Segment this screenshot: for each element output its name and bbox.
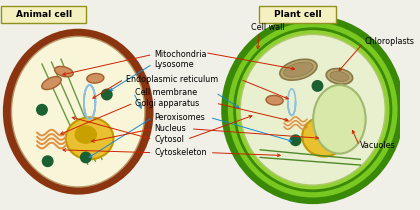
Text: Cell membrane: Cell membrane <box>135 88 197 97</box>
Circle shape <box>312 81 323 91</box>
Ellipse shape <box>87 74 104 83</box>
Text: Cytoskeleton: Cytoskeleton <box>155 148 207 157</box>
Text: Lysosome: Lysosome <box>155 59 194 68</box>
Ellipse shape <box>221 15 404 204</box>
FancyBboxPatch shape <box>1 6 86 22</box>
Ellipse shape <box>228 22 398 197</box>
Text: Cell wall: Cell wall <box>251 23 284 32</box>
Text: Endoplasmic reticulum: Endoplasmic reticulum <box>126 75 218 84</box>
Ellipse shape <box>240 34 385 185</box>
Ellipse shape <box>42 77 61 90</box>
Text: Animal cell: Animal cell <box>16 10 72 19</box>
Circle shape <box>102 89 112 100</box>
Circle shape <box>37 105 47 115</box>
Text: Nucleus: Nucleus <box>155 124 186 133</box>
Ellipse shape <box>330 71 349 81</box>
Text: Mitochondria: Mitochondria <box>155 50 207 59</box>
Circle shape <box>42 156 53 167</box>
Ellipse shape <box>313 85 366 154</box>
Ellipse shape <box>75 126 96 143</box>
Ellipse shape <box>55 66 73 77</box>
Ellipse shape <box>284 62 313 77</box>
Ellipse shape <box>3 29 153 195</box>
Ellipse shape <box>234 29 391 191</box>
Text: Plant cell: Plant cell <box>274 10 321 19</box>
Ellipse shape <box>11 36 145 187</box>
Text: Vacuoles: Vacuoles <box>360 142 396 151</box>
Text: Chloroplasts: Chloroplasts <box>364 37 414 46</box>
FancyBboxPatch shape <box>259 6 336 22</box>
Circle shape <box>81 152 91 163</box>
Circle shape <box>290 135 301 146</box>
Ellipse shape <box>302 116 346 156</box>
Text: Peroxisomes: Peroxisomes <box>155 113 205 122</box>
Ellipse shape <box>66 117 113 159</box>
Text: Golgi apparatus: Golgi apparatus <box>135 98 200 108</box>
Text: Cytosol: Cytosol <box>155 135 184 144</box>
Ellipse shape <box>280 59 317 80</box>
Ellipse shape <box>266 95 283 105</box>
Ellipse shape <box>326 68 353 84</box>
